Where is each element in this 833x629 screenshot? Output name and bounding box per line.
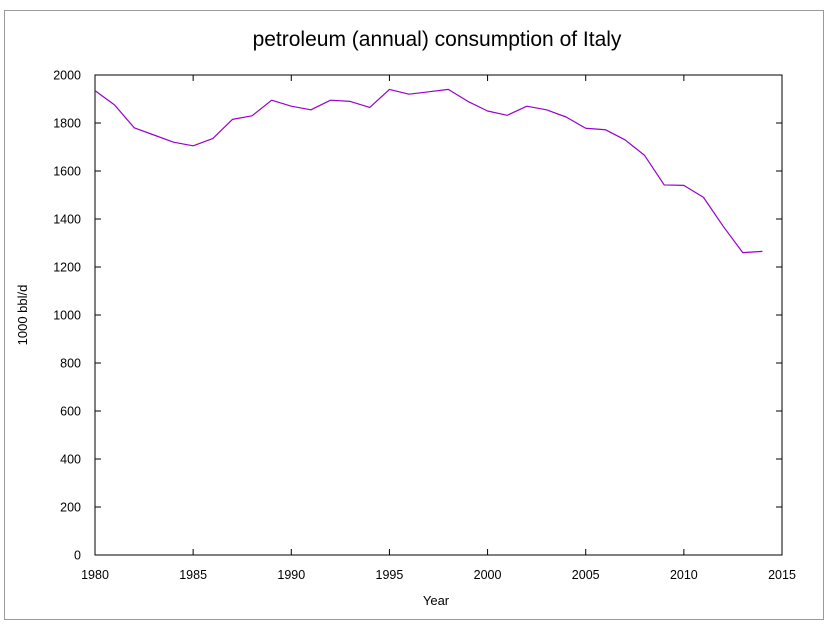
x-tick-label: 1985: [179, 568, 207, 582]
y-tick-label: 800: [60, 357, 81, 371]
x-tick-label: 1990: [277, 568, 305, 582]
x-axis: 1980 1985 1990 1995 2000 2005 2010 2015: [81, 75, 796, 582]
y-tick-label: 200: [60, 501, 81, 515]
y-axis-label: 1000 bbl/d: [15, 285, 30, 346]
plot-area: 1980 1985 1990 1995 2000 2005 2010 2015 0 200 400…: [53, 69, 796, 583]
y-tick-label: 1400: [53, 213, 81, 227]
x-tick-label: 1980: [81, 568, 109, 582]
x-tick-label: 2005: [572, 568, 600, 582]
plot-border: [94, 74, 783, 556]
y-tick-label: 1800: [53, 117, 81, 131]
x-tick-label: 2015: [768, 568, 796, 582]
y-tick-label: 1600: [53, 165, 81, 179]
y-tick-label: 1000: [53, 309, 81, 323]
series-layer: [94, 88, 763, 254]
y-tick-label: 400: [60, 453, 81, 467]
chart-frame: [4, 10, 824, 620]
series-line: [94, 88, 763, 254]
chart-title: petroleum (annual) consumption of Italy: [253, 28, 622, 51]
x-axis-label: Year: [423, 593, 450, 608]
y-axis: 0 200 400 600 800 1000 1200 1400 1600 1800 2000: [53, 69, 782, 563]
y-tick-label: 1200: [53, 261, 81, 275]
x-tick-label: 1995: [376, 568, 404, 582]
y-tick-label: 0: [74, 549, 81, 563]
y-tick-label: 2000: [53, 69, 81, 83]
x-tick-label: 2000: [474, 568, 502, 582]
x-tick-label: 2010: [670, 568, 698, 582]
y-tick-label: 600: [60, 405, 81, 419]
